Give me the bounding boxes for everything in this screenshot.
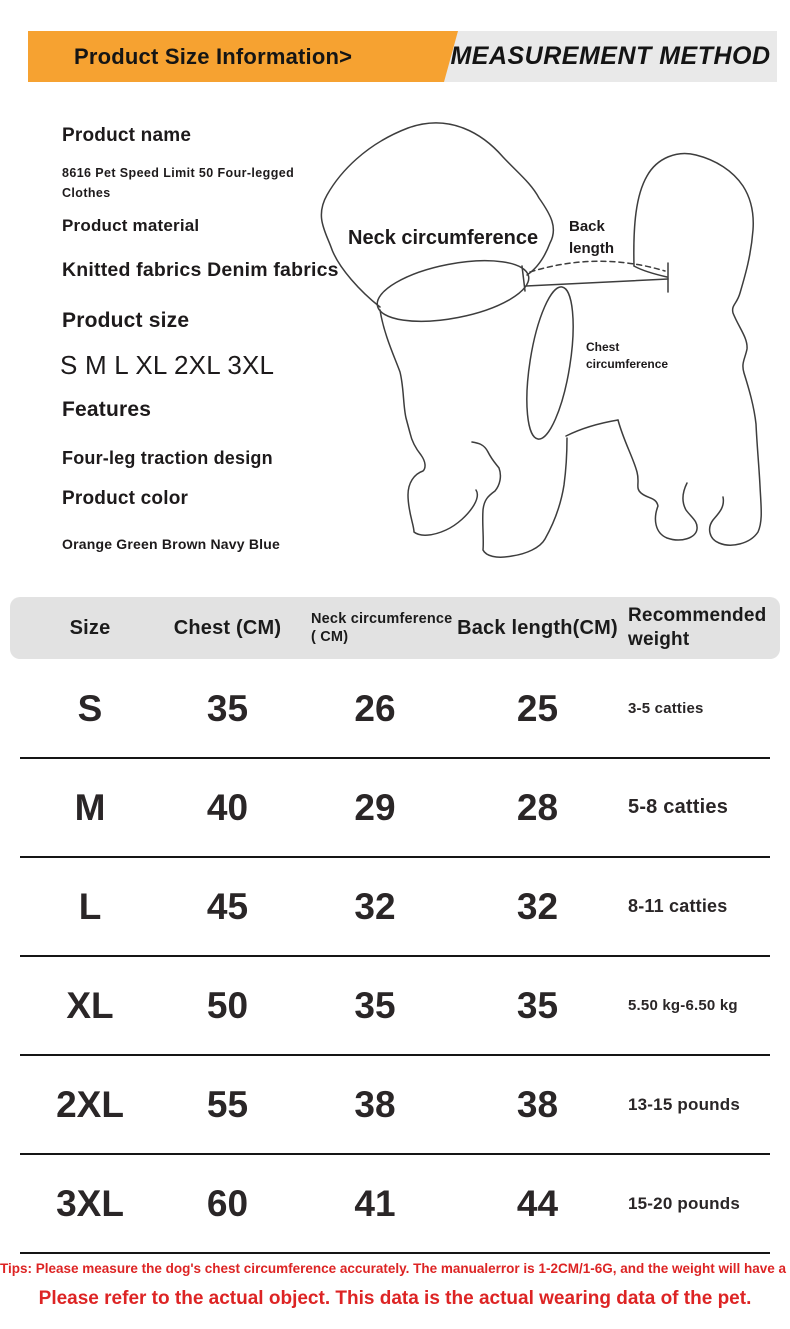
neck-cell: 38 bbox=[354, 1083, 396, 1125]
product-material-value: Knitted fabrics Denim fabrics bbox=[62, 259, 339, 281]
chest-cell: 45 bbox=[206, 885, 249, 927]
col-header-chest: Chest (CM) bbox=[173, 616, 282, 639]
product-color-value: Orange Green Brown Navy Blue bbox=[62, 536, 280, 552]
neck-cell: 35 bbox=[354, 984, 396, 1026]
table-row: XL 50 35 35 5.50 kg-6.50 kg bbox=[20, 957, 770, 1056]
back-cell: 38 bbox=[516, 1083, 559, 1125]
size-cell: L bbox=[78, 885, 102, 927]
neck-circumference-label: Neck circumference bbox=[348, 227, 539, 249]
size-cell: 2XL bbox=[56, 1083, 124, 1125]
features-value: Four-leg traction design bbox=[62, 448, 273, 468]
product-size-value: S M L XL 2XL 3XL bbox=[60, 350, 275, 380]
weight-cell: 15-20 pounds bbox=[628, 1193, 740, 1213]
tips-text: Tips: Please measure the dog's chest cir… bbox=[0, 1261, 790, 1276]
back-cell: 35 bbox=[516, 984, 559, 1026]
features-label: Features bbox=[62, 398, 152, 421]
table-row: L 45 32 32 8-11 catties bbox=[20, 858, 770, 957]
size-cell: 3XL bbox=[56, 1182, 124, 1224]
product-size-info-title: Product Size Information> bbox=[74, 43, 353, 69]
back-cell: 28 bbox=[516, 786, 559, 828]
table-row: 2XL 55 38 38 13-15 pounds bbox=[20, 1056, 770, 1155]
product-material-label: Product material bbox=[62, 216, 200, 235]
chest-cell: 35 bbox=[206, 687, 249, 729]
chest-circumference-label: Chest circumference bbox=[586, 340, 669, 371]
chest-cell: 60 bbox=[206, 1182, 249, 1224]
product-size-label: Product size bbox=[62, 309, 190, 332]
weight-cell: 3-5 catties bbox=[628, 700, 704, 717]
col-header-neck: Neck circumference ( CM) bbox=[311, 610, 453, 645]
weight-cell: 5-8 catties bbox=[628, 796, 729, 818]
measurement-method-title: MEASUREMENT METHOD bbox=[450, 42, 771, 70]
size-cell: XL bbox=[66, 984, 114, 1026]
dog-measurement-diagram: Neck circumference Back length Chest cir… bbox=[300, 100, 790, 590]
product-name-label: Product name bbox=[62, 125, 192, 146]
size-cell: M bbox=[74, 786, 106, 828]
col-header-size: Size bbox=[69, 616, 111, 639]
chest-cell: 40 bbox=[206, 786, 249, 828]
chest-cell: 50 bbox=[206, 984, 249, 1026]
neck-cell: 26 bbox=[354, 687, 396, 729]
weight-cell: 5.50 kg-6.50 kg bbox=[628, 997, 738, 1014]
neck-cell: 32 bbox=[354, 885, 396, 927]
back-cell: 32 bbox=[516, 885, 559, 927]
weight-cell: 13-15 pounds bbox=[628, 1094, 740, 1114]
disclaimer-text: Please refer to the actual object. This … bbox=[38, 1288, 752, 1309]
back-cell: 25 bbox=[516, 687, 559, 729]
back-cell: 44 bbox=[516, 1182, 559, 1224]
product-size-info-banner: Product Size Information> bbox=[28, 31, 458, 82]
size-cell: S bbox=[77, 687, 103, 729]
col-header-weight: Recommended weight bbox=[628, 605, 767, 650]
col-header-back: Back length(CM) bbox=[457, 616, 618, 639]
chest-cell: 55 bbox=[206, 1083, 249, 1125]
table-row: M 40 29 28 5-8 catties bbox=[20, 759, 770, 858]
table-row: 3XL 60 41 44 15-20 pounds bbox=[20, 1155, 770, 1254]
size-table-header: Size Chest (CM) Neck circumference ( CM)… bbox=[10, 597, 780, 659]
neck-cell: 41 bbox=[354, 1182, 396, 1224]
dog-outline-drawing bbox=[320, 122, 762, 558]
table-row: S 35 26 25 3-5 catties bbox=[20, 660, 770, 759]
product-color-label: Product color bbox=[62, 488, 189, 509]
measurement-method-banner: MEASUREMENT METHOD bbox=[444, 31, 777, 82]
weight-cell: 8-11 catties bbox=[628, 896, 728, 916]
size-table-body: S 35 26 25 3-5 catties M 40 29 28 5-8 ca… bbox=[20, 660, 770, 1254]
neck-cell: 29 bbox=[354, 786, 396, 828]
product-name-value: 8616 Pet Speed Limit 50 Four-legged Clot… bbox=[62, 166, 295, 200]
back-length-label: Back length bbox=[569, 218, 614, 257]
